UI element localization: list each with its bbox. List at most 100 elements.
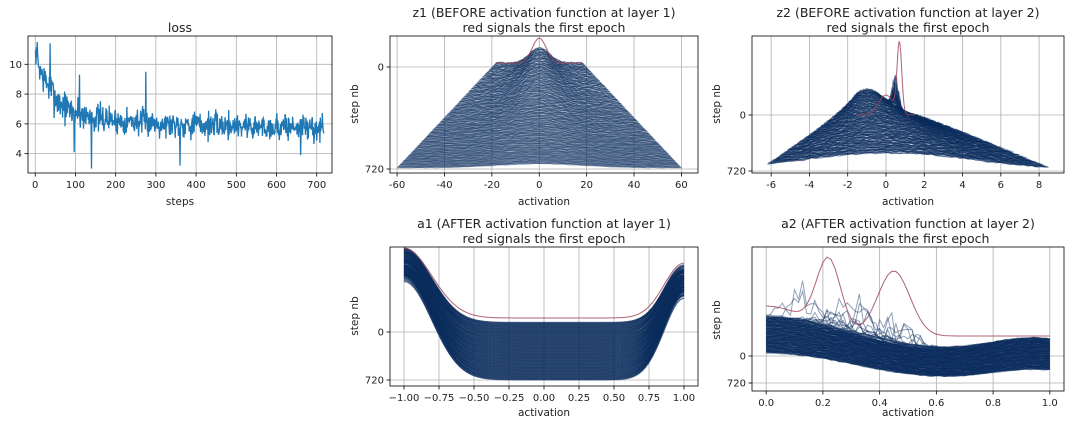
a2-curve — [766, 317, 1050, 351]
a2-curve — [766, 325, 1050, 357]
z2-curve — [834, 103, 948, 127]
z2-curve — [790, 135, 1015, 155]
z2-curve — [842, 98, 938, 123]
loss-ytick-label: 8 — [16, 90, 22, 101]
z2-curve — [840, 99, 939, 124]
z2-curve — [774, 146, 1038, 164]
a2-curve — [766, 331, 1050, 361]
a2-curve — [766, 326, 1050, 357]
z2-curve — [847, 94, 930, 121]
z2-curve — [825, 109, 962, 133]
z1-curve — [452, 98, 627, 110]
a2-curve — [766, 328, 1050, 359]
z2-curve — [817, 115, 974, 138]
loss-xlabel: steps — [166, 196, 194, 208]
z2-curve — [806, 123, 991, 144]
a1-xtick-label: −0.25 — [494, 393, 525, 404]
a2-curve — [766, 342, 1050, 370]
a2-xtick-label: 0.4 — [872, 398, 888, 409]
z2-curve — [831, 106, 953, 130]
z2-curve — [849, 93, 927, 119]
a2-curve — [766, 339, 1050, 368]
a2-curve — [766, 332, 1050, 362]
a2-curve — [766, 320, 1050, 352]
z2-curve — [797, 130, 1004, 151]
z1-xlabel: activation — [518, 196, 570, 208]
loss-xtick-label: 0 — [32, 180, 38, 191]
z1-curve — [495, 46, 583, 64]
z2-curve — [803, 125, 996, 147]
a2-curve — [766, 351, 1050, 377]
a2-curve — [766, 343, 1050, 371]
z1-curves — [397, 37, 682, 169]
a2-curve — [766, 342, 1050, 370]
z2-curve — [798, 129, 1003, 149]
z2-curve — [793, 132, 1010, 153]
a2-curve — [766, 319, 1050, 352]
z2-curve — [855, 75, 918, 117]
z1-xtick-label: 60 — [675, 180, 688, 191]
z2-curve — [802, 126, 997, 147]
z2-curve — [808, 122, 988, 144]
z2-curve — [821, 112, 968, 136]
a2-curve — [766, 336, 1050, 366]
a2-curve — [766, 330, 1050, 360]
z2-curve — [788, 135, 1017, 156]
z2-curve — [817, 115, 975, 138]
z1-title: z1 (BEFORE activation function at layer … — [412, 5, 675, 20]
z2-curve — [822, 112, 967, 135]
z1-curve — [496, 37, 582, 64]
a2-ytick-label: 0 — [740, 352, 746, 363]
a2-curve — [766, 327, 1050, 358]
a2-curve — [766, 321, 1050, 354]
z2-curve — [845, 96, 932, 122]
a2-curve — [766, 329, 1050, 360]
loss-xtick-label: 700 — [307, 180, 326, 191]
z2-curve — [783, 139, 1025, 159]
z2-curve — [811, 119, 983, 141]
z2-curve — [785, 138, 1022, 157]
a2-curve — [766, 322, 1050, 354]
z2-curve — [773, 146, 1040, 165]
z2-curve — [786, 137, 1020, 156]
a2-curve — [766, 320, 1050, 352]
a2-xtick-label: 0.8 — [985, 398, 1001, 409]
a2-curve — [766, 352, 1050, 378]
z2-curve — [837, 101, 945, 127]
a2-curve — [766, 311, 1050, 349]
loss-series — [34, 41, 325, 169]
a2-curve — [766, 336, 1050, 366]
z2-curve — [824, 111, 964, 134]
z2-curve — [847, 94, 929, 121]
a2-curve — [766, 333, 1050, 363]
z2-xtick-label: -4 — [804, 180, 814, 191]
a2-curve — [766, 322, 1050, 354]
a2-curve — [766, 350, 1050, 376]
loss-xtick-label: 200 — [106, 180, 125, 191]
a2-curve — [766, 347, 1050, 374]
z2-curve — [801, 127, 998, 148]
a2-curve — [766, 293, 1050, 349]
z2-curve — [832, 104, 952, 129]
z2-curve — [851, 90, 924, 119]
z2-curve — [843, 97, 935, 122]
z2-curve — [820, 113, 969, 135]
a2-curve — [766, 280, 1050, 349]
z2-curve — [770, 148, 1044, 167]
z2-curve — [811, 119, 983, 141]
a2-curve — [766, 347, 1050, 374]
z2-curve — [800, 128, 1000, 148]
z2-curve — [769, 149, 1046, 167]
z2-curve — [800, 128, 1000, 149]
z2-curve — [813, 118, 981, 140]
z1-curve — [412, 145, 667, 153]
z2-curve — [853, 82, 921, 118]
z1-ytick-label: 720 — [365, 165, 384, 176]
z2-curve — [783, 140, 1026, 159]
z2-curve — [830, 106, 954, 129]
z2-curve — [781, 141, 1028, 159]
a2-curve — [766, 335, 1050, 364]
z2-curve — [825, 110, 963, 133]
a2-curve — [766, 341, 1050, 369]
